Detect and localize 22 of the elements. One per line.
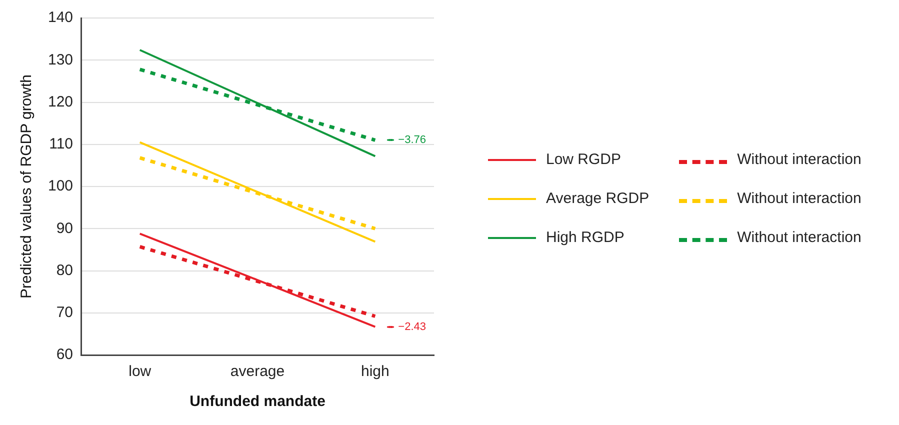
legend-label: Without interaction bbox=[737, 190, 862, 207]
y-tick-label: 130 bbox=[48, 51, 74, 68]
y-axis-title: Predicted values of RGDP growth bbox=[18, 74, 36, 298]
legend-label: High RGDP bbox=[546, 229, 624, 246]
legend-label: Average RGDP bbox=[546, 190, 650, 207]
y-tick-label: 140 bbox=[48, 9, 74, 26]
y-tick-label: 110 bbox=[49, 136, 74, 153]
x-tick-label: average bbox=[230, 363, 285, 380]
x-tick-label: low bbox=[128, 363, 152, 380]
y-tick-label: 60 bbox=[56, 346, 74, 364]
y-tick-label: 70 bbox=[56, 304, 74, 322]
x-tick-label: high bbox=[360, 363, 390, 380]
legend-label: Without interaction bbox=[737, 229, 862, 246]
annotation: −2.43 bbox=[398, 320, 426, 333]
y-tick-label: 100 bbox=[48, 178, 74, 195]
y-tick-label: 90 bbox=[56, 220, 74, 237]
legend-label: Low RGDP bbox=[546, 151, 622, 168]
y-tick-label: 80 bbox=[56, 262, 74, 279]
annotation: −3.76 bbox=[398, 134, 426, 146]
y-tick-label: 120 bbox=[48, 93, 74, 110]
x-axis-title: Unfunded mandate bbox=[190, 393, 326, 410]
legend-label: Without interaction bbox=[737, 151, 862, 168]
